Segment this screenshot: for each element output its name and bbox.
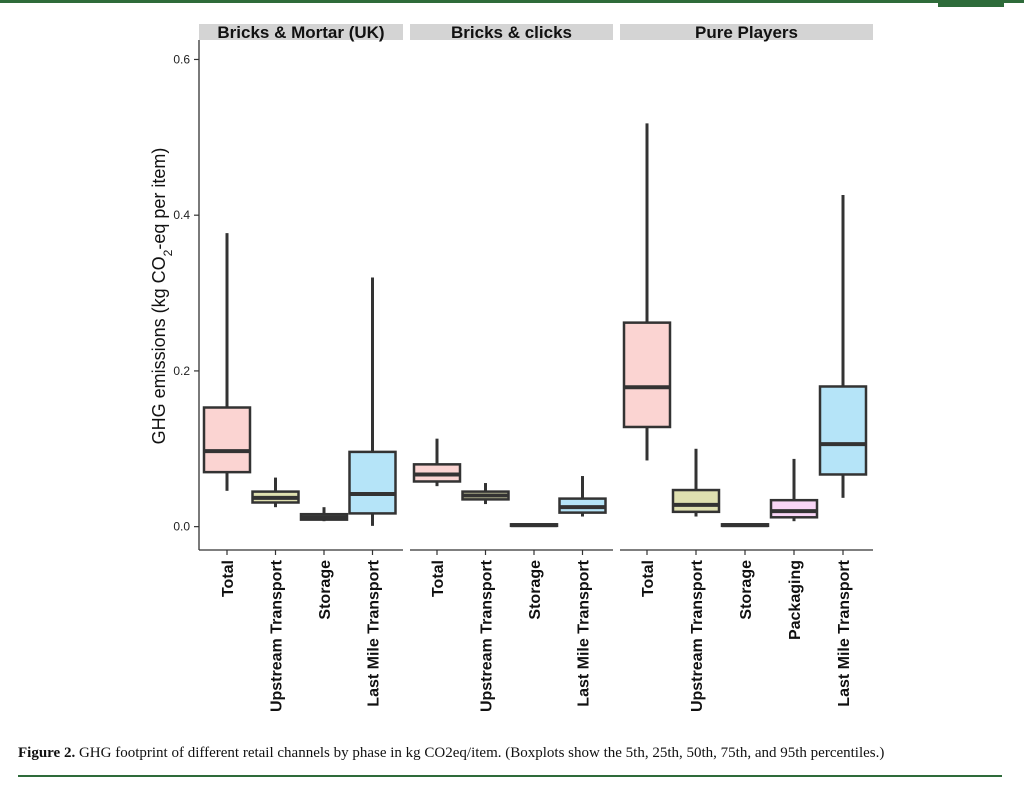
top-rule	[0, 0, 1024, 3]
category-label: Total	[640, 560, 657, 597]
box-body	[818, 385, 868, 476]
figure-caption-label: Figure 2.	[18, 745, 76, 761]
box	[818, 194, 868, 498]
facet-panel: Bricks & clicks Total Upstream Transport St…	[410, 23, 613, 712]
box-body	[622, 321, 672, 429]
y-tick-label: 0.4	[173, 208, 190, 222]
facet-label: Bricks & clicks	[451, 23, 572, 42]
y-axis-label: GHG emissions (kg CO2-eq per item)	[149, 148, 175, 445]
y-tick-label: 0.0	[173, 520, 190, 534]
facet-strip	[410, 24, 613, 40]
category-label: Upstream Transport	[689, 559, 706, 712]
facet-label: Bricks & Mortar (UK)	[217, 23, 384, 42]
y-tick-label: 0.2	[173, 364, 190, 378]
figure-caption: Figure 2. GHG footprint of different ret…	[18, 745, 1008, 762]
facet-panels: Bricks & Mortar (UK) Total Upstream Transp…	[199, 23, 873, 712]
box-body	[671, 488, 721, 514]
box-body	[202, 406, 252, 474]
bottom-rule	[18, 775, 1002, 777]
box	[412, 438, 462, 487]
category-label: Storage	[738, 560, 755, 620]
box	[622, 123, 672, 461]
facet-panel: Bricks & Mortar (UK) Total Upstream Transp…	[199, 23, 403, 712]
box-body	[348, 450, 397, 515]
facet-panel: Pure Players Total Upstream Transport Stora…	[620, 23, 873, 712]
box	[299, 507, 349, 522]
category-label: Total	[430, 560, 447, 597]
top-tab	[938, 0, 1004, 7]
boxplot-chart: GHG emissions (kg CO2-eq per item) 0.00.…	[149, 23, 873, 712]
box	[202, 233, 252, 491]
box-body	[769, 498, 819, 519]
category-label: Packaging	[787, 560, 804, 640]
category-label: Last Mile Transport	[836, 559, 853, 706]
box	[461, 483, 510, 505]
box	[348, 277, 397, 526]
box	[769, 458, 819, 522]
category-label: Last Mile Transport	[366, 559, 383, 706]
figure-caption-text: GHG footprint of different retail channe…	[75, 745, 885, 761]
box	[251, 477, 300, 508]
category-label: Upstream Transport	[479, 559, 496, 712]
category-label: Last Mile Transport	[576, 559, 593, 706]
box	[671, 448, 721, 517]
box	[558, 476, 607, 517]
facet-strip	[620, 24, 873, 40]
box	[720, 523, 770, 528]
category-label: Total	[220, 560, 237, 597]
facet-label: Pure Players	[695, 23, 798, 42]
box	[509, 523, 559, 528]
y-tick-label: 0.6	[173, 52, 190, 66]
y-axis: 0.0 0.2 0.4 0.6	[173, 40, 200, 550]
category-label: Storage	[317, 560, 334, 620]
category-label: Upstream Transport	[269, 559, 286, 712]
facet-strip	[199, 24, 403, 40]
category-label: Storage	[527, 560, 544, 620]
